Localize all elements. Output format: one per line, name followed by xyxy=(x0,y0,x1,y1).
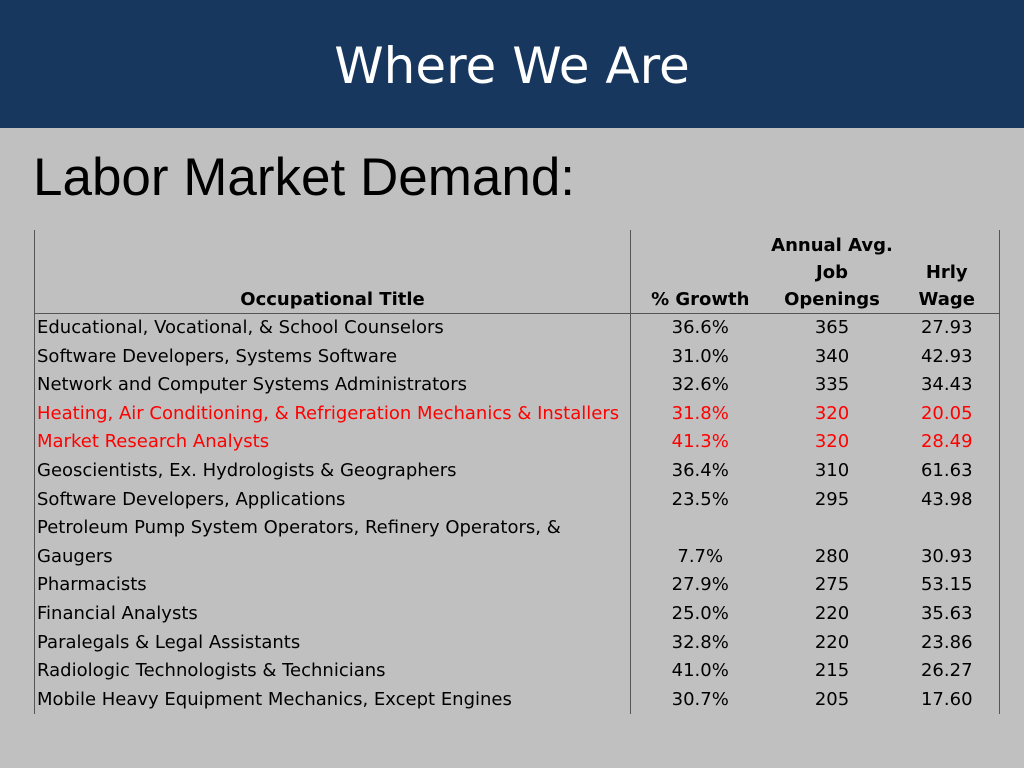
occupation-title-cell: Mobile Heavy Equipment Mechanics, Except… xyxy=(34,685,631,715)
column-header-openings: Annual Avg. Job Openings xyxy=(769,230,895,314)
openings-cell: 220 xyxy=(814,631,850,653)
openings-cell: 310 xyxy=(814,459,850,481)
growth-cell: 31.8% xyxy=(630,399,770,429)
openings-cell: 295 xyxy=(814,488,850,510)
growth-cell: 25.0% xyxy=(630,599,770,629)
wage-cell: 34.43 xyxy=(894,371,1000,400)
growth-cell: 23.5% xyxy=(630,485,770,515)
wage-cell: 20.05 xyxy=(894,399,1000,429)
wage-cell: 42.93 xyxy=(894,342,1000,372)
occupation-title-cell: Pharmacists xyxy=(34,571,631,600)
occupation-title-cell: Software Developers, Systems Software xyxy=(34,342,631,372)
wage-cell: 53.15 xyxy=(894,571,1000,600)
table-row: Market Research Analysts 41.3% 320 28.49 xyxy=(34,428,1000,457)
growth-cell: 32.8% xyxy=(630,628,770,658)
wage-cell: 61.63 xyxy=(894,456,1000,486)
labor-demand-table: Occupational Title % Growth Annual Avg. J… xyxy=(34,230,1000,715)
occupation-title-cell: Software Developers, Applications xyxy=(34,485,631,515)
table-row: Financial Analysts 25.0% 220 35.63 xyxy=(34,599,1000,629)
wage-cell: 27.93 xyxy=(894,313,1000,343)
occupation-title-cell: Network and Computer Systems Administrat… xyxy=(34,371,631,400)
table-row: Geoscientists, Ex. Hydrologists & Geogra… xyxy=(34,456,1000,486)
column-header-growth: % Growth xyxy=(630,230,770,314)
slide-title: Where We Are xyxy=(334,37,690,95)
wage-cell: 17.60 xyxy=(894,685,1000,715)
wage-cell: 43.98 xyxy=(894,485,1000,515)
table-row: Paralegals & Legal Assistants 32.8% 220 23.… xyxy=(34,628,1000,658)
title-banner: Where We Are xyxy=(0,0,1024,128)
table-row: Petroleum Pump System Operators, Refiner… xyxy=(34,514,1000,572)
occupation-title-cell: Paralegals & Legal Assistants xyxy=(34,628,631,658)
column-header-wage: Hrly Wage xyxy=(894,230,1000,314)
wage-cell: 30.93 xyxy=(894,514,1000,572)
table-row: Radiologic Technologists & Technicians 41… xyxy=(34,657,1000,686)
growth-cell: 32.6% xyxy=(630,371,770,400)
openings-cell: 335 xyxy=(814,374,850,396)
occupation-title-cell: Financial Analysts xyxy=(34,599,631,629)
wage-cell: 28.49 xyxy=(894,428,1000,457)
table-row: Network and Computer Systems Administrat… xyxy=(34,371,1000,400)
growth-cell: 41.0% xyxy=(630,657,770,686)
openings-cell: 340 xyxy=(814,345,850,367)
openings-cell: 320 xyxy=(814,431,850,453)
table-row: Educational, Vocational, & School Counse… xyxy=(34,313,1000,343)
column-header-title: Occupational Title xyxy=(34,230,631,314)
column-header-openings-line1: Annual Avg. xyxy=(771,235,893,256)
column-header-openings-line2: Job xyxy=(816,262,848,283)
table-row: Software Developers, Applications 23.5% 29… xyxy=(34,485,1000,515)
occupation-title-cell: Educational, Vocational, & School Counse… xyxy=(34,313,631,343)
growth-cell: 36.6% xyxy=(630,313,770,343)
openings-cell: 205 xyxy=(814,688,850,710)
table-row: Software Developers, Systems Software 31.… xyxy=(34,342,1000,372)
growth-cell: 36.4% xyxy=(630,456,770,486)
column-header-openings-line3: Openings xyxy=(784,289,880,310)
openings-cell: 320 xyxy=(814,402,850,424)
wage-cell: 35.63 xyxy=(894,599,1000,629)
growth-cell: 31.0% xyxy=(630,342,770,372)
table-row: Pharmacists 27.9% 275 53.15 xyxy=(34,571,1000,600)
table-row: Heating, Air Conditioning, & Refrigerati… xyxy=(34,399,1000,429)
growth-cell: 30.7% xyxy=(630,685,770,715)
openings-cell: 275 xyxy=(814,574,850,596)
section-heading: Labor Market Demand: xyxy=(33,148,576,207)
occupation-title-cell: Geoscientists, Ex. Hydrologists & Geogra… xyxy=(34,456,631,486)
wage-cell: 26.27 xyxy=(894,657,1000,686)
openings-cell: 280 xyxy=(814,545,850,567)
openings-cell: 220 xyxy=(814,602,850,624)
wage-cell: 23.86 xyxy=(894,628,1000,658)
growth-cell: 27.9% xyxy=(630,571,770,600)
growth-cell: 41.3% xyxy=(630,428,770,457)
growth-cell: 7.7% xyxy=(630,514,770,572)
occupation-title-cell: Petroleum Pump System Operators, Refiner… xyxy=(34,514,631,572)
table-row: Mobile Heavy Equipment Mechanics, Except… xyxy=(34,685,1000,715)
occupation-title-cell: Market Research Analysts xyxy=(34,428,631,457)
occupation-title-cell: Radiologic Technologists & Technicians xyxy=(34,657,631,686)
openings-cell: 215 xyxy=(814,660,850,682)
table-body: Educational, Vocational, & School Counse… xyxy=(34,313,1000,715)
openings-cell: 365 xyxy=(814,317,850,338)
occupation-title-cell: Heating, Air Conditioning, & Refrigerati… xyxy=(34,399,631,429)
table-header-row: Occupational Title % Growth Annual Avg. J… xyxy=(34,230,1000,314)
